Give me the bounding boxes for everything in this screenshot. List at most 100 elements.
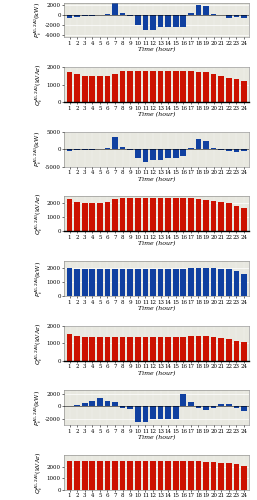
Bar [234,80,239,102]
Bar [143,70,148,102]
Bar [105,148,110,150]
Bar [89,202,95,232]
X-axis label: Time (hour): Time (hour) [138,242,176,246]
Bar [180,198,186,232]
Bar [120,198,125,232]
Bar [150,150,156,160]
Bar [127,337,133,360]
Bar [203,336,209,360]
Bar [165,461,171,490]
Bar [188,268,194,296]
Bar [173,337,179,360]
Bar [211,74,216,102]
Bar [196,5,201,15]
Bar [67,72,72,102]
Bar [67,15,72,18]
Bar [67,199,72,232]
Bar [74,405,80,406]
X-axis label: Time (hour): Time (hour) [138,370,176,376]
Bar [89,337,95,360]
Bar [165,150,171,158]
Bar [196,406,201,408]
Bar [135,406,141,422]
Bar [165,406,171,419]
Bar [180,461,186,490]
Bar [120,461,125,490]
Bar [188,148,194,150]
Bar [211,268,216,296]
Bar [112,270,118,296]
Bar [188,461,194,490]
Bar [89,15,95,16]
Bar [180,337,186,360]
Bar [203,268,209,296]
Bar [180,15,186,28]
Bar [97,76,103,102]
Bar [150,270,156,296]
Bar [226,15,232,18]
Bar [226,463,232,490]
Bar [97,337,103,360]
Bar [165,198,171,232]
Bar [120,270,125,296]
Bar [241,274,247,296]
Bar [67,268,72,296]
Bar [112,137,118,149]
Bar [82,337,88,360]
Bar [226,78,232,102]
Bar [226,270,232,296]
Bar [203,462,209,490]
Bar [173,70,179,102]
Bar [158,270,163,296]
Y-axis label: $Q_t^{A_1,2A_2}$(kVAr): $Q_t^{A_1,2A_2}$(kVAr) [34,63,45,106]
Bar [203,200,209,232]
Bar [180,150,186,156]
Bar [74,202,80,232]
Y-axis label: $P_t^{A_1,2A_2}$(kW): $P_t^{A_1,2A_2}$(kW) [32,2,43,38]
Bar [218,202,224,232]
Bar [82,461,88,490]
Bar [188,402,194,406]
Bar [196,268,201,296]
Y-axis label: $Q_t^{A_1,2A_5}$(kVAr): $Q_t^{A_1,2A_5}$(kVAr) [34,451,45,494]
Bar [218,76,224,102]
Bar [150,15,156,30]
Bar [241,406,247,410]
Y-axis label: $Q_t^{A_1,2A_3}$(kVAr): $Q_t^{A_1,2A_3}$(kVAr) [34,192,45,236]
Bar [173,270,179,296]
Bar [188,14,194,15]
Bar [97,398,103,406]
Bar [74,270,80,296]
Bar [112,2,118,15]
Bar [203,140,209,149]
Bar [127,406,133,409]
Bar [241,342,247,360]
Bar [120,13,125,15]
X-axis label: Time (hour): Time (hour) [138,176,176,182]
Bar [218,404,224,406]
X-axis label: Time (hour): Time (hour) [138,306,176,311]
Bar [105,76,110,102]
Bar [203,6,209,15]
Bar [196,336,201,360]
Bar [241,15,247,18]
Bar [158,406,163,419]
Bar [188,336,194,360]
Bar [241,208,247,232]
X-axis label: Time (hour): Time (hour) [138,112,176,117]
Y-axis label: $Q_t^{A_1,2A_4}$(kVAr): $Q_t^{A_1,2A_4}$(kVAr) [34,322,45,364]
Bar [97,270,103,296]
Y-axis label: $P_t^{A_1,2A_3}$(kW): $P_t^{A_1,2A_3}$(kW) [32,131,43,168]
Bar [196,199,201,232]
Bar [82,202,88,232]
Bar [74,74,80,102]
Bar [211,406,216,408]
Bar [218,463,224,490]
Bar [82,15,88,16]
Bar [158,337,163,360]
Bar [150,337,156,360]
Bar [82,403,88,406]
Bar [211,462,216,490]
Bar [112,74,118,102]
Bar [143,461,148,490]
